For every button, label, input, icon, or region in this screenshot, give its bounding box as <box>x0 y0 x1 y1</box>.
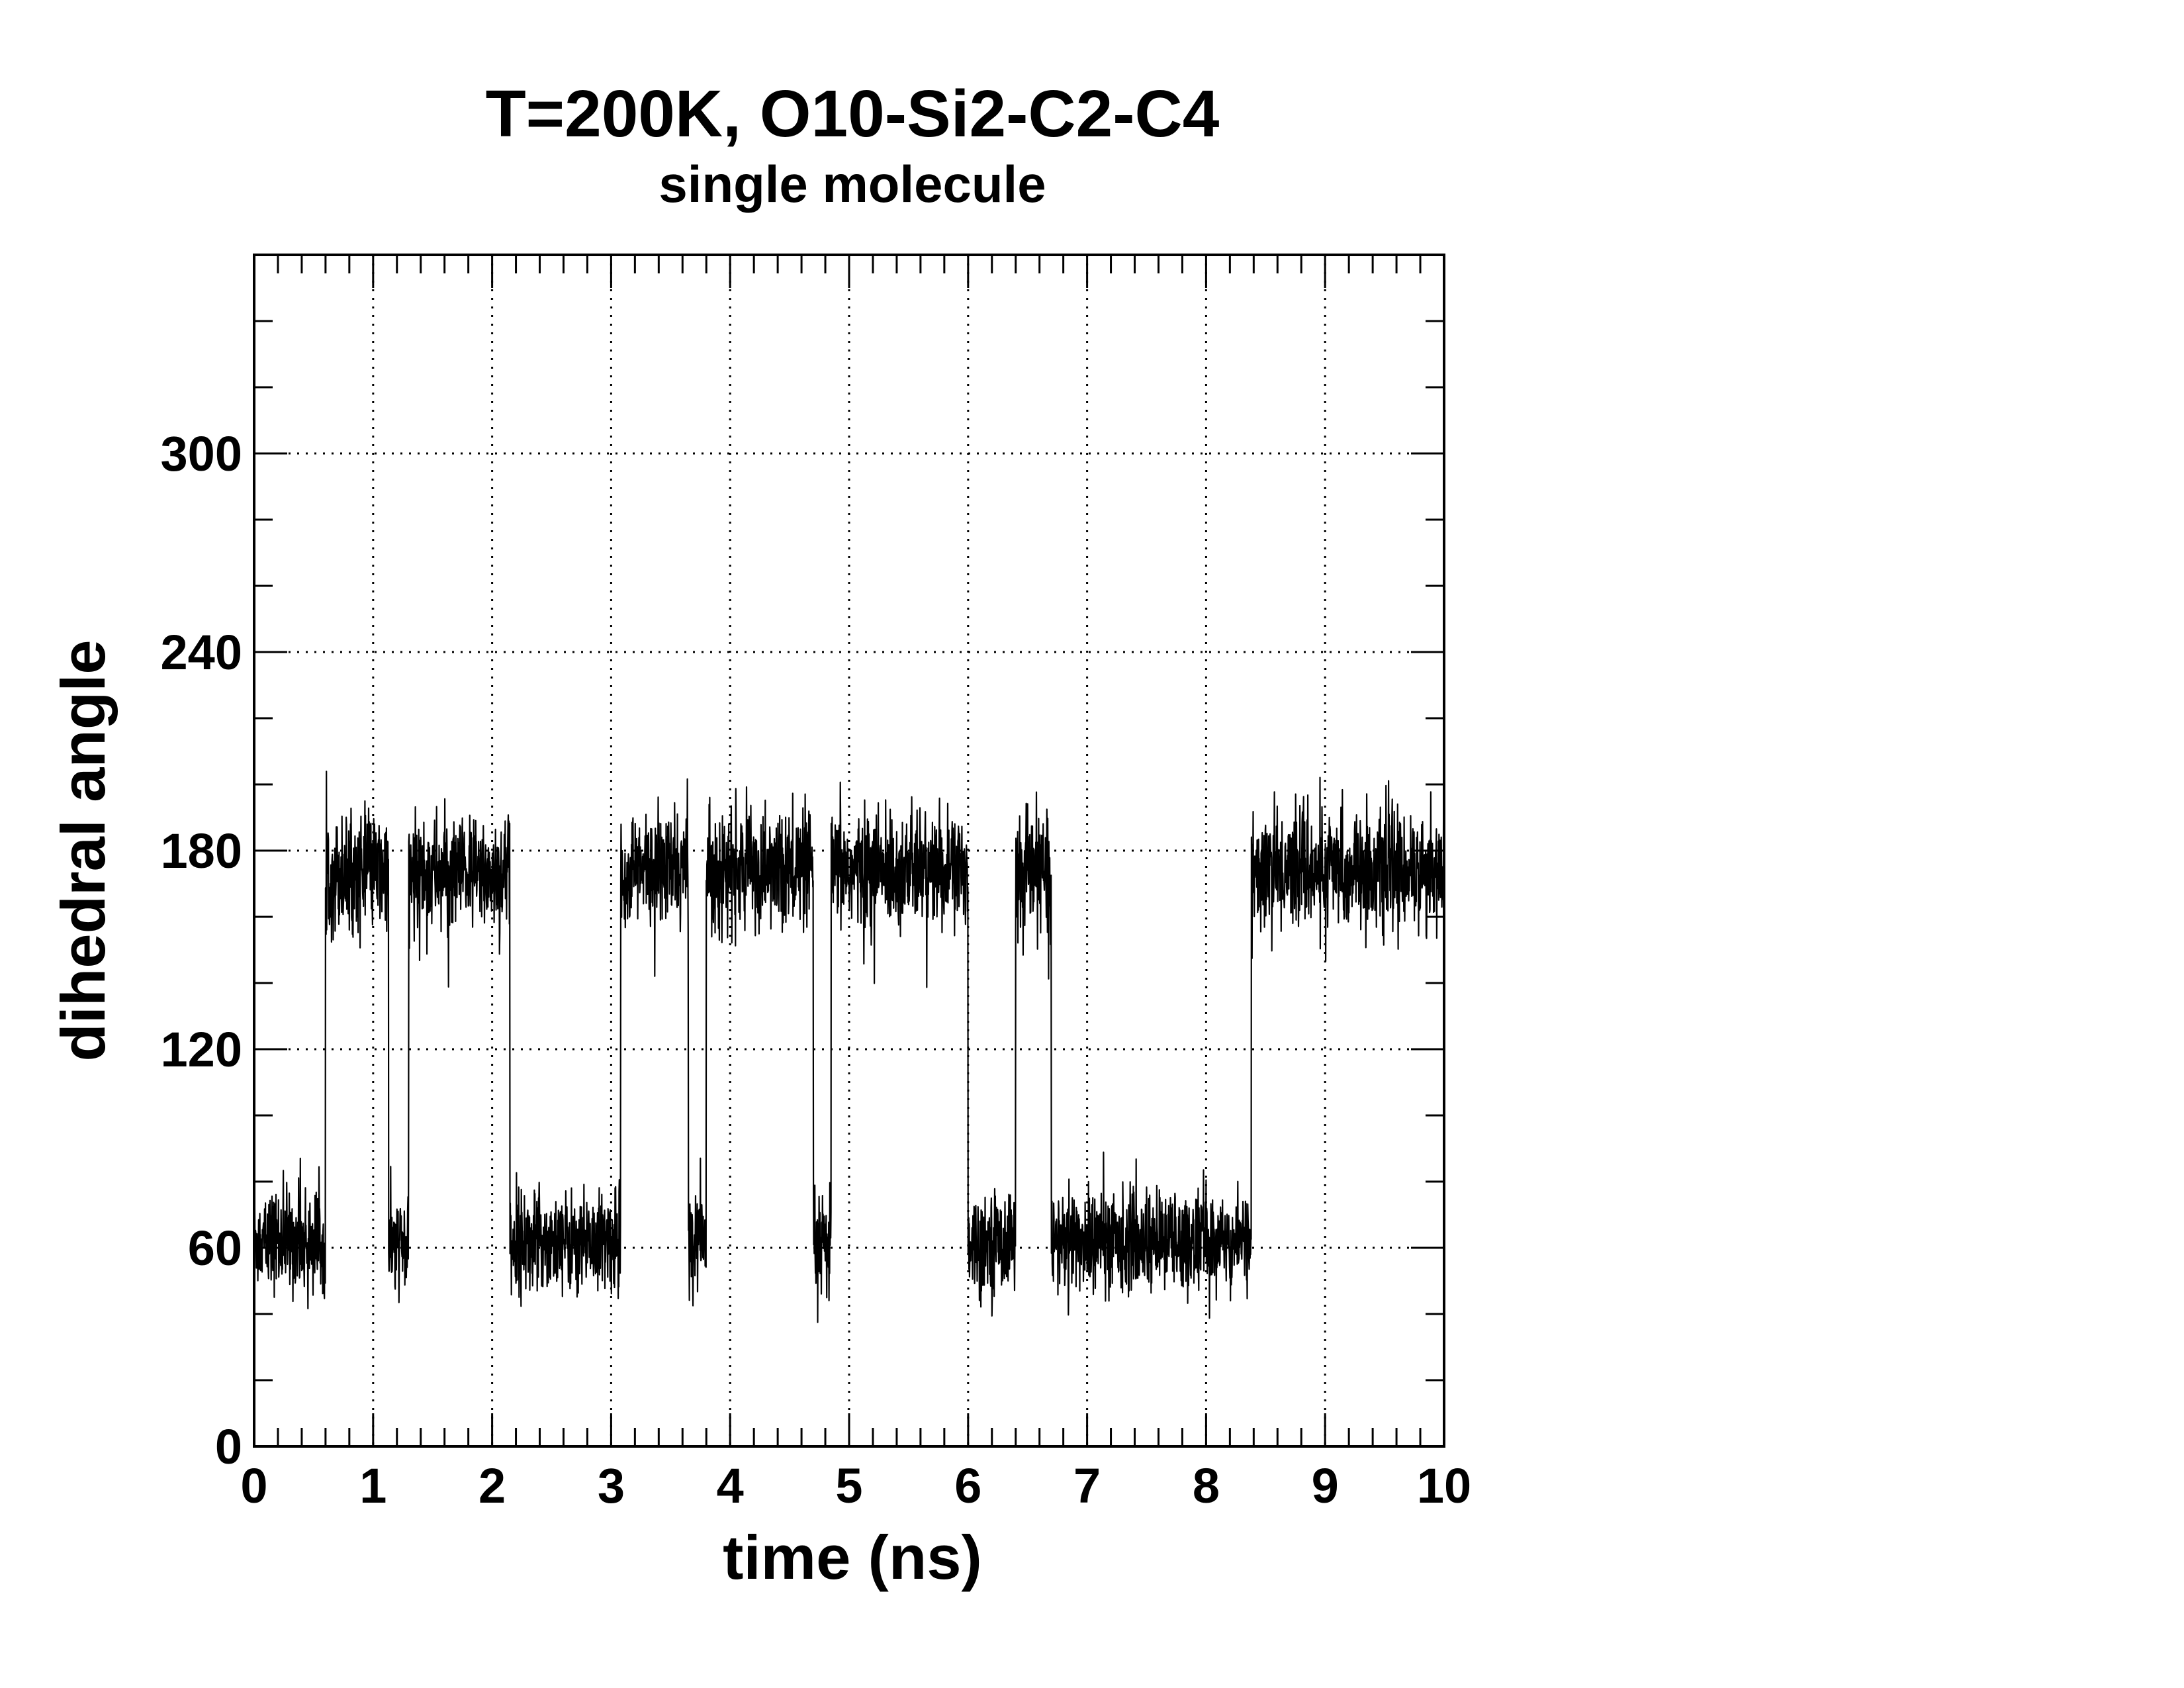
x-tick-labels: 0 1 2 3 4 5 6 7 8 9 10 <box>240 1458 1471 1513</box>
x-tick-label: 8 <box>1193 1458 1220 1513</box>
x-tick-label: 2 <box>478 1458 506 1513</box>
y-tick-label: 120 <box>161 1022 242 1077</box>
x-tick-label: 0 <box>240 1458 267 1513</box>
x-tick-label: 3 <box>598 1458 625 1513</box>
series-line <box>253 771 1445 1323</box>
y-tick-label: 0 <box>215 1419 242 1474</box>
plot-area-frame <box>253 254 1445 1448</box>
dihedral-angle-series <box>253 771 1445 1323</box>
x-axis-label: time (ns) <box>723 1523 982 1592</box>
y-axis-label: dihedral angle <box>48 639 118 1061</box>
chart-subtitle: single molecule <box>659 155 1046 213</box>
x-tick-label: 4 <box>717 1458 744 1513</box>
x-tick-label: 1 <box>359 1458 387 1513</box>
y-tick-label: 240 <box>161 625 242 680</box>
grid <box>254 255 1444 1446</box>
y-tick-labels: 0 60 120 180 240 300 <box>161 426 242 1474</box>
x-tick-label: 9 <box>1312 1458 1339 1513</box>
y-tick-label: 300 <box>161 426 242 481</box>
chart-title: T=200K, O10-Si2-C2-C4 <box>486 77 1220 151</box>
x-tick-label: 5 <box>835 1458 862 1513</box>
x-tick-label: 6 <box>954 1458 981 1513</box>
y-tick-label: 180 <box>161 823 242 878</box>
x-tick-label: 7 <box>1073 1458 1101 1513</box>
x-tick-label: 10 <box>1417 1458 1471 1513</box>
y-tick-label: 60 <box>188 1221 242 1276</box>
